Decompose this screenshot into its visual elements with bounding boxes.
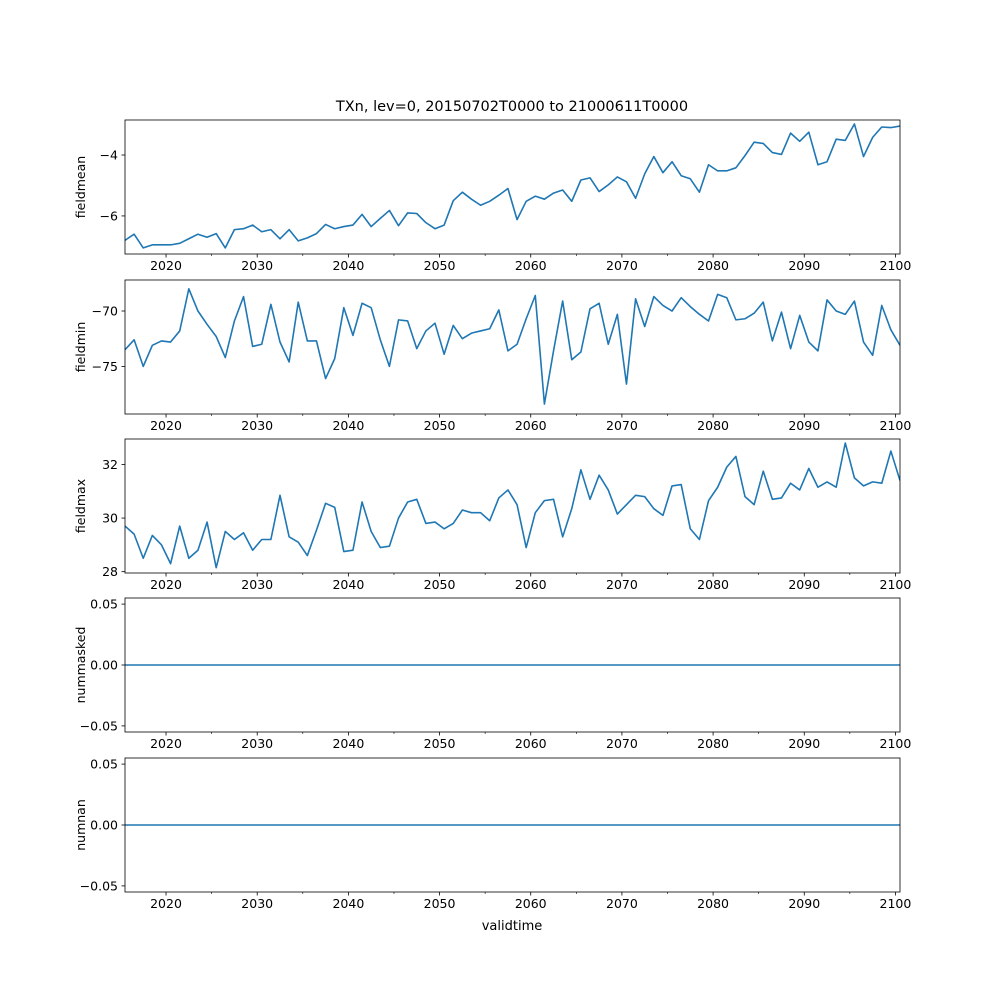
x-tick-label: 2020	[150, 577, 182, 592]
x-tick-label: 2050	[424, 418, 456, 433]
x-tick-label: 2040	[332, 896, 364, 911]
x-tick-label: 2070	[606, 577, 638, 592]
y-tick-label: −4	[100, 148, 118, 163]
y-tick-label: 0.05	[90, 597, 118, 612]
x-tick-label: 2020	[150, 736, 182, 751]
y-tick-label: −70	[92, 304, 118, 319]
x-tick-label: 2070	[606, 258, 638, 273]
x-tick-label: 2060	[515, 896, 547, 911]
x-tick-label: 2060	[515, 736, 547, 751]
axes-frame	[124, 119, 901, 255]
x-tick-label: 2030	[241, 258, 273, 273]
x-tick-label: 2060	[515, 258, 547, 273]
y-tick-label: −0.05	[80, 718, 118, 733]
subplot-numnan: −0.05 0.00 0.05 2020 2030 2040 2050 2060 2070 208…	[73, 757, 911, 911]
y-tick-label: −6	[100, 208, 118, 223]
x-tick-label: 2100	[880, 736, 912, 751]
axes-frame	[124, 279, 901, 415]
y-tick-label: 0.00	[90, 818, 118, 833]
subplot-fieldmin: −75 −70 2020 2030 2040 2050 2060 2070 2080 2090 21…	[73, 279, 912, 433]
axes-frame	[124, 757, 901, 893]
x-tick-label: 2070	[606, 896, 638, 911]
axes-frame	[124, 438, 901, 574]
x-tick-label: 2020	[150, 258, 182, 273]
x-tick-label: 2090	[788, 896, 820, 911]
x-tick-label: 2080	[697, 736, 729, 751]
x-tick-label: 2080	[697, 896, 729, 911]
x-tick-label: 2040	[332, 418, 364, 433]
figure-title: TXn, lev=0, 20150702T0000 to 21000611T00…	[335, 99, 688, 115]
x-tick-label: 2100	[880, 258, 912, 273]
y-tick-label: 30	[102, 511, 118, 526]
y-tick-label: −75	[92, 359, 118, 374]
x-tick-label: 2100	[880, 577, 912, 592]
series-line-fieldmax	[125, 442, 900, 569]
x-tick-label: 2020	[150, 418, 182, 433]
subplot-fieldmax: 28 30 32 2020 2030 2040 2050 2060 2070 2080 2090 21…	[73, 438, 912, 592]
x-tick-label: 2100	[880, 418, 912, 433]
subplot-nummasked: −0.05 0.00 0.05 2020 2030 2040 2050 2060 2070 208…	[73, 597, 911, 751]
subplots: −6 −4 2020 2030 2040 2050 2060 2070 2080 2090 2100…	[73, 119, 912, 911]
y-tick-label: −0.05	[80, 878, 118, 893]
x-tick-label: 2050	[424, 736, 456, 751]
x-tick-label: 2070	[606, 418, 638, 433]
y-tick-label: 0.05	[90, 757, 118, 772]
x-tick-label: 2050	[424, 258, 456, 273]
x-axis-label: validtime	[482, 919, 543, 934]
subplot-fieldmean: −6 −4 2020 2030 2040 2050 2060 2070 2080 2090 2100…	[73, 119, 912, 273]
x-tick-label: 2030	[241, 577, 273, 592]
series-line-fieldmin	[125, 288, 900, 405]
x-tick-label: 2030	[241, 736, 273, 751]
x-tick-label: 2050	[424, 896, 456, 911]
x-tick-label: 2090	[788, 736, 820, 751]
x-tick-label: 2080	[697, 258, 729, 273]
y-tick-label: 0.00	[90, 658, 118, 673]
x-tick-label: 2020	[150, 896, 182, 911]
y-axis-label: numnan	[73, 799, 88, 851]
x-tick-label: 2090	[788, 258, 820, 273]
x-tick-label: 2080	[697, 418, 729, 433]
x-tick-label: 2040	[332, 736, 364, 751]
x-tick-label: 2060	[515, 418, 547, 433]
x-tick-label: 2040	[332, 577, 364, 592]
y-axis-label: fieldmax	[73, 479, 88, 533]
x-tick-label: 2030	[241, 896, 273, 911]
y-axis-label: fieldmean	[73, 156, 88, 218]
series-line-fieldmean	[125, 123, 900, 249]
y-axis-label: fieldmin	[73, 322, 88, 373]
axes-frame	[124, 597, 901, 733]
x-tick-label: 2040	[332, 258, 364, 273]
y-tick-label: 32	[102, 457, 118, 472]
x-tick-label: 2070	[606, 736, 638, 751]
x-tick-label: 2090	[788, 418, 820, 433]
x-tick-label: 2030	[241, 418, 273, 433]
x-tick-label: 2100	[880, 896, 912, 911]
x-tick-label: 2060	[515, 577, 547, 592]
x-tick-label: 2080	[697, 577, 729, 592]
y-axis-label: nummasked	[73, 627, 88, 704]
x-tick-label: 2050	[424, 577, 456, 592]
y-tick-label: 28	[102, 564, 118, 579]
x-tick-label: 2090	[788, 577, 820, 592]
